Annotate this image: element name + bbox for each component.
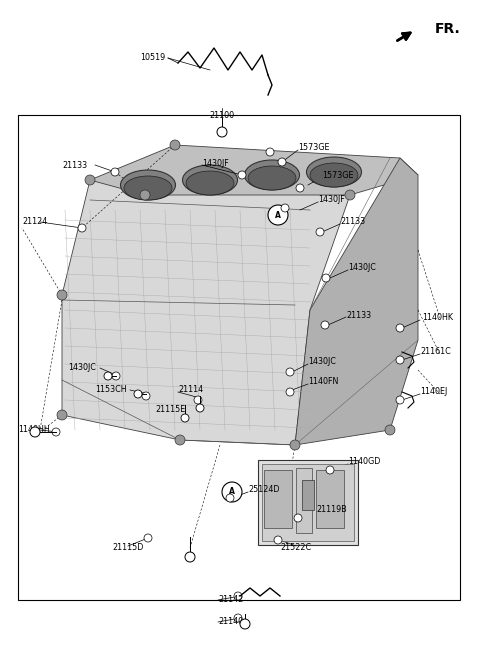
Circle shape xyxy=(234,614,242,622)
Circle shape xyxy=(385,425,395,435)
Circle shape xyxy=(217,127,227,137)
Circle shape xyxy=(226,494,234,502)
Circle shape xyxy=(185,552,195,562)
Circle shape xyxy=(396,356,404,364)
Circle shape xyxy=(104,372,112,380)
Text: 1430JC: 1430JC xyxy=(68,363,96,373)
Text: FR.: FR. xyxy=(435,22,461,36)
Text: 21115E: 21115E xyxy=(155,405,185,415)
Text: 1430JF: 1430JF xyxy=(318,196,345,204)
Text: 21124: 21124 xyxy=(22,217,47,227)
Text: 1430JF: 1430JF xyxy=(202,158,229,168)
Circle shape xyxy=(57,410,67,420)
Circle shape xyxy=(238,171,246,179)
Bar xyxy=(316,470,344,528)
Text: 1140HK: 1140HK xyxy=(422,313,453,323)
Ellipse shape xyxy=(248,166,296,190)
Text: 21140: 21140 xyxy=(218,618,243,627)
Circle shape xyxy=(57,290,67,300)
Bar xyxy=(264,470,292,528)
Ellipse shape xyxy=(186,171,234,195)
Circle shape xyxy=(140,190,150,200)
Circle shape xyxy=(281,204,289,212)
Text: 21522C: 21522C xyxy=(280,543,312,553)
Circle shape xyxy=(240,619,250,629)
Bar xyxy=(258,460,358,545)
Circle shape xyxy=(170,140,180,150)
Circle shape xyxy=(345,190,355,200)
Bar xyxy=(296,468,312,533)
Circle shape xyxy=(326,466,334,474)
Circle shape xyxy=(266,148,274,156)
Circle shape xyxy=(52,428,60,436)
Circle shape xyxy=(274,536,282,544)
Text: 21114: 21114 xyxy=(178,386,203,394)
Ellipse shape xyxy=(307,157,361,187)
Polygon shape xyxy=(62,180,350,445)
Text: 21115D: 21115D xyxy=(112,543,144,553)
Text: 21119B: 21119B xyxy=(316,505,347,514)
Circle shape xyxy=(278,158,286,166)
Text: 1430JC: 1430JC xyxy=(308,357,336,367)
Text: 1430JC: 1430JC xyxy=(348,263,376,273)
Circle shape xyxy=(194,396,202,404)
Text: 21133: 21133 xyxy=(340,217,365,227)
Text: 21142: 21142 xyxy=(218,595,243,604)
Circle shape xyxy=(268,205,288,225)
Circle shape xyxy=(181,414,189,422)
Text: 1140GD: 1140GD xyxy=(348,457,380,466)
Polygon shape xyxy=(90,145,418,195)
Bar xyxy=(18,115,460,600)
Ellipse shape xyxy=(244,160,300,190)
Ellipse shape xyxy=(120,170,176,200)
Circle shape xyxy=(112,372,120,380)
Circle shape xyxy=(396,324,404,332)
Circle shape xyxy=(78,224,86,232)
Circle shape xyxy=(286,368,294,376)
Text: 21100: 21100 xyxy=(209,110,235,120)
Circle shape xyxy=(175,435,185,445)
Text: 1573GE: 1573GE xyxy=(298,143,329,152)
Text: 25124D: 25124D xyxy=(248,486,279,495)
Text: 1140FN: 1140FN xyxy=(308,378,338,386)
Text: 1153CH: 1153CH xyxy=(95,386,127,394)
Ellipse shape xyxy=(182,165,238,195)
Text: 21133: 21133 xyxy=(346,311,371,319)
Text: 21161C: 21161C xyxy=(420,348,451,357)
Circle shape xyxy=(321,321,329,329)
Ellipse shape xyxy=(124,176,172,200)
Text: 10519: 10519 xyxy=(140,53,165,62)
Circle shape xyxy=(322,274,330,282)
Circle shape xyxy=(222,482,242,502)
Bar xyxy=(262,464,354,541)
Bar xyxy=(302,480,314,510)
Circle shape xyxy=(111,168,119,176)
Circle shape xyxy=(196,404,204,412)
Circle shape xyxy=(134,390,142,398)
Text: A: A xyxy=(275,210,281,219)
Circle shape xyxy=(296,184,304,192)
Circle shape xyxy=(234,592,242,600)
Circle shape xyxy=(316,228,324,236)
Circle shape xyxy=(142,392,150,400)
Ellipse shape xyxy=(310,163,358,187)
Circle shape xyxy=(290,440,300,450)
Text: 1573GE: 1573GE xyxy=(322,171,353,179)
Circle shape xyxy=(294,514,302,522)
Circle shape xyxy=(85,175,95,185)
Text: A: A xyxy=(229,487,235,497)
Circle shape xyxy=(396,396,404,404)
Circle shape xyxy=(286,388,294,396)
Circle shape xyxy=(30,427,40,437)
Polygon shape xyxy=(295,158,418,445)
Text: 21133: 21133 xyxy=(62,160,87,170)
Text: 1140EJ: 1140EJ xyxy=(420,388,447,397)
Text: 1140HH: 1140HH xyxy=(18,426,50,434)
Circle shape xyxy=(144,534,152,542)
